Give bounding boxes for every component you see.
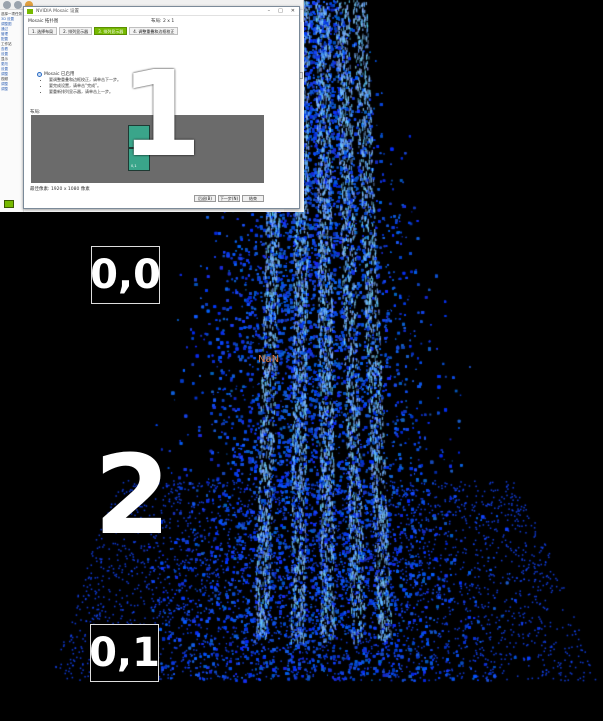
display-number-2: 2	[94, 431, 171, 559]
monitor-tile-top[interactable]	[128, 125, 150, 148]
step-select-layout[interactable]: 1. 选择布局	[28, 27, 58, 35]
tree-item[interactable]: 选择一项任务	[1, 12, 22, 16]
finish-button[interactable]: 结束	[242, 195, 264, 202]
mosaic-setup-dialog: NVIDIA Mosaic 设置 – □ ✕ Mosaic 拓扑图 布局: 2 …	[23, 6, 300, 209]
back-icon[interactable]	[3, 0, 11, 9]
coord-label-top: 0,0	[90, 246, 161, 304]
instruction-item: 要重新排列显示器，请单击上一步。	[49, 89, 121, 95]
dialog-button-row: 后退(B) 下一步(N) 结束	[194, 195, 264, 202]
tree-item[interactable]: 更改	[1, 62, 8, 66]
tree-item[interactable]: 配置	[1, 37, 8, 41]
instruction-item: 要完成设置，请单击“完成”。	[49, 83, 121, 89]
mosaic-status: Mosaic 已启用	[37, 71, 74, 77]
nvidia-logo-icon	[4, 200, 14, 208]
tree-item[interactable]: 视频	[1, 77, 8, 81]
tree-item[interactable]: 管理	[1, 32, 8, 36]
coord-label-bottom: 0,1	[89, 624, 160, 682]
layout-caption: 布局:	[30, 110, 41, 115]
coord-label-bottom-text: 0,1	[89, 630, 160, 676]
step-adjust-overlap[interactable]: 4. 调整重叠和边框校正	[129, 27, 179, 35]
tree-item[interactable]: 设置	[1, 67, 8, 71]
tree-item[interactable]: 调整	[1, 72, 8, 76]
tree-item[interactable]: 设置	[1, 52, 8, 56]
nvidia-app-icon	[27, 8, 33, 14]
nan-label: NaN	[258, 354, 280, 365]
home-icon[interactable]	[25, 0, 33, 9]
task-tree: 选择一项任务 3D 设置 调整图 通过 管理 配置 工作站 查看 设置 显示 更…	[0, 10, 24, 212]
info-icon	[37, 71, 42, 77]
maximize-icon[interactable]: □	[278, 8, 283, 14]
coord-label-top-text: 0,0	[90, 252, 161, 298]
back-button[interactable]: 后退(B)	[194, 195, 216, 202]
resolution-text: 最佳像素: 1920 x 1080 像素	[30, 187, 90, 192]
tree-item[interactable]: 通过	[1, 27, 8, 31]
monitor-tile-bottom-label: 0,1	[131, 164, 137, 168]
monitor-tile-bottom[interactable]: 0,1	[128, 148, 150, 171]
forward-icon[interactable]	[14, 0, 22, 9]
tree-item[interactable]: 调整	[1, 82, 8, 86]
tree-item[interactable]: 查看	[1, 47, 8, 51]
wizard-steps: 1. 选择布局 2. 排列显示器 3. 排列显示器 4. 调整重叠和边框校正	[28, 27, 179, 35]
layout-summary: 布局: 2 x 1	[151, 19, 175, 24]
step-arrange-displays[interactable]: 2. 排列显示器	[59, 27, 93, 35]
close-icon[interactable]: ✕	[290, 8, 295, 14]
tree-item[interactable]: 显示	[1, 57, 8, 61]
dialog-subheading: Mosaic 拓扑图	[28, 19, 59, 24]
minimize-icon[interactable]: –	[267, 8, 271, 14]
instruction-item: 要调整重叠和边框校正，请单击下一步。	[49, 77, 121, 83]
tree-item[interactable]: 调整	[1, 87, 8, 91]
tree-item[interactable]: 3D 设置	[1, 17, 15, 21]
step-arrange-displays-active[interactable]: 3. 排列显示器	[94, 27, 128, 35]
instruction-list: 要调整重叠和边框校正，请单击下一步。 要完成设置，请单击“完成”。 要重新排列显…	[49, 77, 121, 95]
display-layout-canvas: 0,1	[31, 115, 264, 183]
tree-item[interactable]: 调整图	[1, 22, 12, 26]
tree-item[interactable]: 工作站	[1, 42, 12, 46]
display-number-1: 1	[120, 45, 203, 183]
dialog-titlebar: NVIDIA Mosaic 设置 – □ ✕	[24, 7, 299, 16]
mosaic-status-text: Mosaic 已启用	[44, 72, 75, 77]
window-controls: – □ ✕	[268, 8, 299, 14]
next-button[interactable]: 下一步(N)	[218, 195, 240, 202]
dialog-title: NVIDIA Mosaic 设置	[36, 9, 79, 14]
